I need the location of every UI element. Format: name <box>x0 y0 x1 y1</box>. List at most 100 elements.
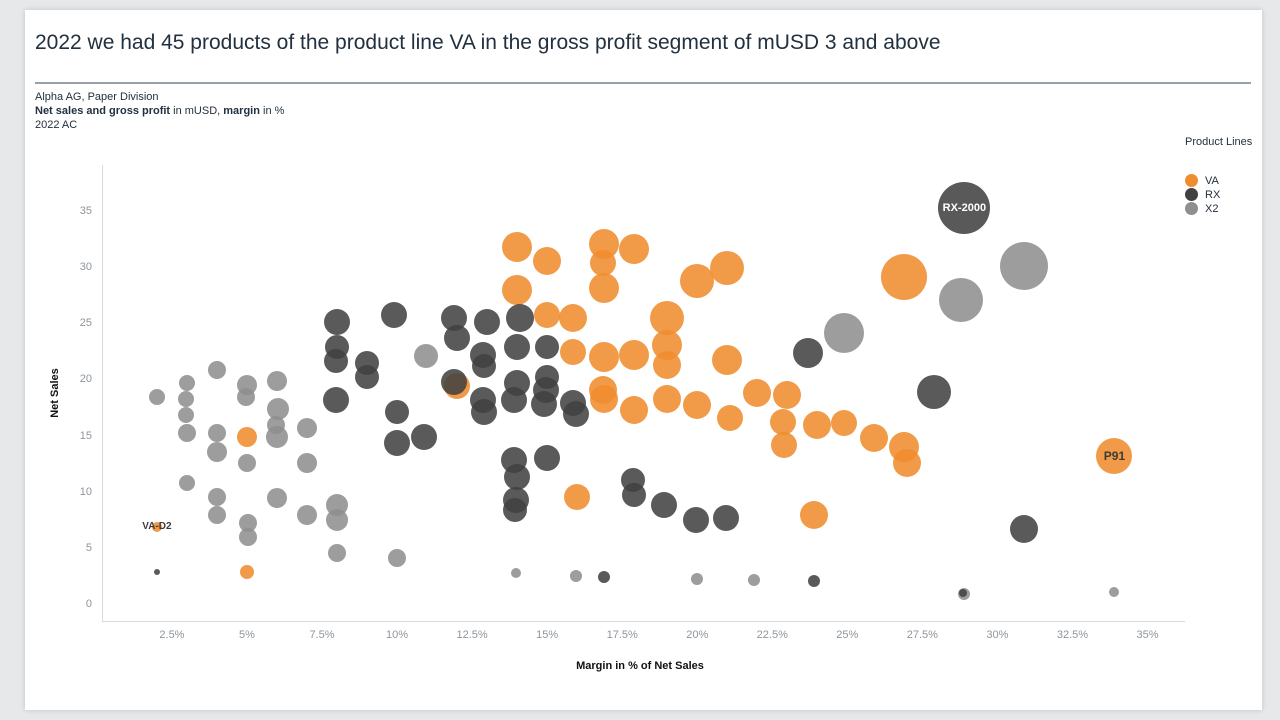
bubble-va[interactable] <box>712 345 743 376</box>
bubble-va[interactable] <box>533 247 562 276</box>
bubble-va[interactable] <box>831 410 858 437</box>
bubble-va[interactable] <box>800 501 829 530</box>
bubble-rx[interactable] <box>563 401 590 428</box>
bubble-x2[interactable] <box>178 474 195 491</box>
bubble-x2[interactable] <box>178 374 195 391</box>
bubble-va[interactable] <box>589 273 620 304</box>
bubble-rx[interactable] <box>808 575 821 588</box>
bubble-va[interactable] <box>236 426 257 447</box>
bubble-x2[interactable] <box>148 389 165 406</box>
bubble-rx[interactable] <box>958 588 967 597</box>
bubble-rx[interactable] <box>471 398 498 425</box>
bubble-va[interactable] <box>743 378 772 407</box>
bubble-rx[interactable] <box>504 333 531 360</box>
bubble-x2[interactable] <box>207 361 226 380</box>
bubble-va[interactable] <box>771 431 798 458</box>
bubble-x2[interactable] <box>326 508 349 531</box>
bubble-va[interactable] <box>590 384 619 413</box>
bubble-x2[interactable] <box>177 424 196 443</box>
bubble-va[interactable] <box>860 423 889 452</box>
bubble-x2[interactable] <box>237 388 256 407</box>
bubble-va[interactable] <box>803 411 832 440</box>
bubble-x2[interactable] <box>238 514 257 533</box>
bubble-x2[interactable] <box>297 452 317 473</box>
bubble-va[interactable] <box>620 395 649 424</box>
bubble-x2[interactable] <box>1109 586 1120 597</box>
bubble-va[interactable] <box>893 448 922 477</box>
bubble-rx[interactable] <box>324 349 349 374</box>
bubble-rx[interactable] <box>441 368 468 395</box>
bubble-rx[interactable] <box>503 497 528 522</box>
bubble-x2[interactable] <box>207 424 226 443</box>
bubble-x2[interactable] <box>824 313 865 354</box>
bubble-rx[interactable] <box>712 504 739 531</box>
bubble-x2[interactable] <box>748 574 761 587</box>
bubble-x2[interactable] <box>413 343 438 368</box>
bubble-rx[interactable] <box>355 365 380 390</box>
bubble-va[interactable] <box>773 381 802 410</box>
bubble-x2[interactable] <box>1000 241 1049 290</box>
bubble-va[interactable] <box>559 339 586 366</box>
bubble-va[interactable] <box>717 404 744 431</box>
bubble-x2[interactable] <box>266 397 289 420</box>
bubble-va[interactable] <box>881 254 928 301</box>
bubble-rx[interactable] <box>324 309 351 336</box>
bubble-x2[interactable] <box>178 390 195 407</box>
bubble-rx[interactable] <box>444 324 471 351</box>
bubble-va-va-d2[interactable]: VA-D2 <box>142 521 171 532</box>
bubble-x2[interactable] <box>266 370 287 391</box>
bubble-x2[interactable] <box>266 488 287 509</box>
bubble-va[interactable] <box>619 339 650 370</box>
bubble-x2[interactable] <box>297 417 317 438</box>
bubble-rx[interactable] <box>793 338 824 369</box>
legend-item-rx[interactable]: RX <box>1185 188 1257 201</box>
bubble-rx[interactable] <box>411 423 438 450</box>
bubble-rx[interactable] <box>384 430 411 457</box>
bubble-va[interactable] <box>534 302 561 329</box>
bubble-va[interactable] <box>239 565 254 580</box>
bubble-x2[interactable] <box>328 544 347 563</box>
bubble-rx[interactable] <box>622 483 647 508</box>
bubble-rx[interactable] <box>534 445 561 472</box>
bubble-rx[interactable] <box>651 492 678 519</box>
bubble-x2[interactable] <box>238 527 257 546</box>
bubble-va-p91[interactable]: P91 <box>1096 437 1133 474</box>
bubble-va[interactable] <box>558 303 587 332</box>
bubble-x2[interactable] <box>178 407 195 424</box>
bubble-x2[interactable] <box>207 506 226 525</box>
bubble-rx[interactable] <box>598 571 611 584</box>
bubble-va[interactable] <box>653 384 682 413</box>
bubble-x2[interactable] <box>237 453 256 472</box>
bubble-rx[interactable] <box>535 334 560 359</box>
bubble-x2[interactable] <box>939 277 984 322</box>
bubble-rx[interactable] <box>504 464 531 491</box>
bubble-rx[interactable] <box>472 353 497 378</box>
bubble-va[interactable] <box>502 231 533 262</box>
bubble-x2[interactable] <box>206 442 227 463</box>
bubble-x2[interactable] <box>207 488 226 507</box>
bubble-rx[interactable] <box>1010 514 1039 543</box>
bubble-rx[interactable] <box>917 374 952 409</box>
bubble-va[interactable] <box>589 341 620 372</box>
bubble-rx[interactable] <box>474 309 501 336</box>
bubble-x2[interactable] <box>297 505 317 526</box>
bubble-x2[interactable] <box>265 425 288 448</box>
bubble-rx[interactable] <box>506 303 535 332</box>
bubble-rx[interactable] <box>385 399 410 424</box>
bubble-va[interactable] <box>589 249 616 276</box>
bubble-x2[interactable] <box>691 573 704 586</box>
bubble-va[interactable] <box>650 300 685 335</box>
bubble-va[interactable] <box>683 391 712 420</box>
bubble-x2[interactable] <box>388 548 407 567</box>
bubble-va[interactable] <box>710 251 745 286</box>
bubble-rx[interactable] <box>322 386 349 413</box>
bubble-va[interactable] <box>653 350 682 379</box>
bubble-rx-rx-2000[interactable]: RX-2000 <box>938 181 991 234</box>
bubble-rx[interactable] <box>682 506 709 533</box>
bubble-x2[interactable] <box>569 569 582 582</box>
bubble-va[interactable] <box>619 234 650 265</box>
bubble-va[interactable] <box>564 484 591 511</box>
bubble-va[interactable] <box>502 274 533 305</box>
legend-item-va[interactable]: VA <box>1185 174 1257 187</box>
bubble-rx[interactable] <box>501 386 528 413</box>
